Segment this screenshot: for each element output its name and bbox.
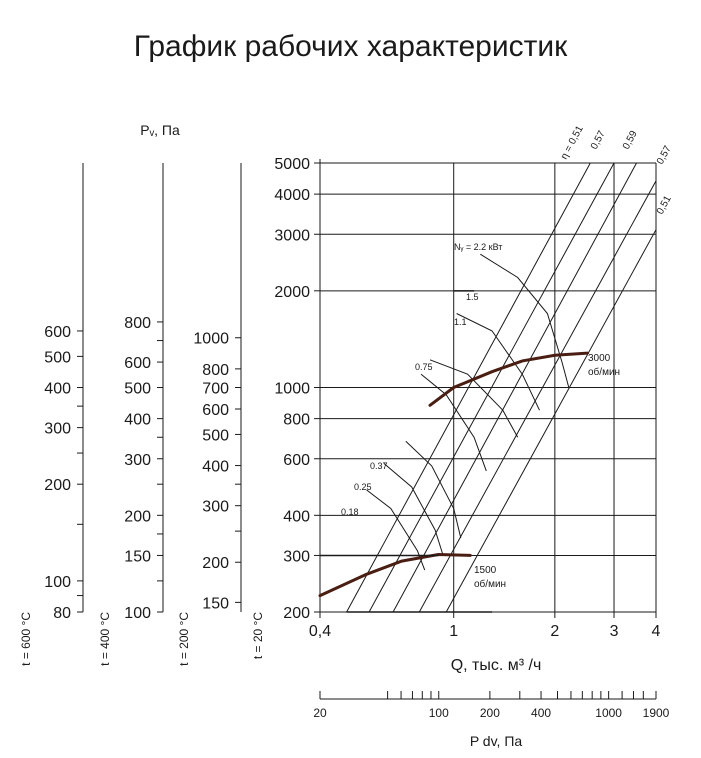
- pdv-tick-label: 400: [531, 706, 551, 720]
- power-label: 1.1: [454, 317, 467, 327]
- temp-scale-tick-label: 300: [124, 452, 151, 469]
- efficiency-label: 0,51: [655, 194, 674, 217]
- y-tick-label: 2000: [274, 284, 310, 301]
- fan-curves-layer: [318, 290, 589, 613]
- temp-scale-tick-label: 400: [44, 381, 71, 398]
- y-tick-label: 5000: [274, 156, 310, 173]
- pdv-tick-label: 1900: [643, 706, 670, 720]
- y-tick-label: 3000: [274, 227, 310, 244]
- temp-scale-tick-label: 700: [202, 381, 229, 398]
- y-tick-label: 400: [283, 508, 310, 525]
- labels-layer: 200 300 400 600 800 1000 2000 3000 4000 5000 0,4 1 2…: [19, 122, 674, 749]
- fan-curve-label: 3000: [588, 353, 611, 364]
- power-line: [456, 313, 540, 411]
- grid-layer: [77, 159, 657, 700]
- efficiency-line: [346, 162, 591, 613]
- temp-scale-tick-label: 500: [44, 349, 71, 366]
- temp-scale-label: t = 400 °C: [98, 612, 112, 666]
- temp-scale-label: t = 200 °C: [177, 612, 191, 666]
- power-line: [366, 489, 426, 571]
- chart-title: График рабочих характеристик: [133, 30, 568, 63]
- fan-curve-label: 1500: [474, 565, 497, 576]
- temp-scale-tick-label: 200: [124, 508, 151, 525]
- temp-scale-tick-label: 800: [124, 315, 151, 332]
- temp-scale-tick-label: 600: [202, 402, 229, 419]
- pdv-tick-label: 100: [429, 706, 449, 720]
- efficiency-label: η = 0,51: [559, 124, 586, 162]
- temp-scale-tick-label: 600: [44, 324, 71, 341]
- temp-scale-tick-label: 80: [53, 605, 71, 622]
- efficiency-line: [445, 229, 657, 613]
- temp-scale-tick-label: 200: [44, 477, 71, 494]
- temp-scale-tick-label: 100: [124, 605, 151, 622]
- temp-scale-tick-label: 150: [202, 595, 229, 612]
- power-label: 0.37: [370, 461, 388, 471]
- power-label: 0.18: [341, 507, 359, 517]
- x-tick-label: 4: [652, 623, 661, 640]
- y-tick-label: 600: [283, 452, 310, 469]
- temp-scale-label: t = 20 °C: [251, 612, 265, 659]
- efficiency-line: [418, 180, 657, 613]
- power-line: [420, 373, 487, 472]
- efficiency-label: 0,59: [621, 129, 640, 152]
- temp-scale-tick-label: 300: [44, 421, 71, 438]
- temp-scale-tick-label: 400: [124, 412, 151, 429]
- efficiency-line: [392, 162, 637, 613]
- power-line: [383, 463, 444, 556]
- fan-curve-label: об/мин: [474, 578, 506, 590]
- x-tick-label: 2: [550, 623, 559, 640]
- temp-scale-tick-label: 1000: [193, 331, 229, 348]
- fan-curve-3000: [428, 351, 589, 407]
- fan-curve-1500: [318, 552, 472, 598]
- efficiency-label: 0,57: [589, 129, 608, 152]
- temp-scale-tick-label: 100: [44, 574, 71, 591]
- x-tick-label: 0,4: [309, 623, 331, 640]
- y-tick-label: 300: [283, 548, 310, 565]
- x-axis-label: Q, тыс. м³ /ч: [451, 657, 542, 674]
- temp-scale-tick-label: 200: [202, 555, 229, 572]
- temp-scale-tick-label: 500: [124, 381, 151, 398]
- power-line: [480, 253, 570, 388]
- x-tick-label: 3: [610, 623, 619, 640]
- power-label: 0.75: [415, 362, 433, 372]
- temp-scale-tick-label: 600: [124, 355, 151, 372]
- y-tick-label: 800: [283, 412, 310, 429]
- power-label: 0.25: [354, 482, 372, 492]
- y-tick-label: 200: [283, 605, 310, 622]
- temp-scale-tick-label: 300: [202, 499, 229, 516]
- power-line: [429, 359, 519, 438]
- temp-scale-tick-label: 500: [202, 427, 229, 444]
- temp-scale-label: t = 600 °C: [19, 612, 33, 666]
- y-tick-label: 1000: [274, 381, 310, 398]
- temp-scale-tick-label: 400: [202, 459, 229, 476]
- efficiency-line: [368, 162, 615, 613]
- y-tick-label: 4000: [274, 187, 310, 204]
- temp-scale-tick-label: 800: [202, 362, 229, 379]
- x-tick-label: 1: [449, 623, 458, 640]
- efficiency-label: 0,57: [655, 144, 674, 167]
- power-label: Nᵧ = 2.2 кВт: [454, 242, 502, 252]
- pv-label: Pᵥ, Па: [140, 122, 180, 138]
- fan-curve-label: об/мин: [588, 366, 620, 378]
- temp-scale-tick-label: 150: [124, 548, 151, 565]
- power-label: 1.5: [466, 292, 479, 302]
- pdv-label: P dv, Па: [470, 733, 523, 749]
- power-line: [405, 440, 462, 539]
- pdv-tick-label: 1000: [595, 706, 622, 720]
- characteristic-lines-layer: [346, 162, 657, 613]
- pdv-tick-label: 200: [480, 706, 500, 720]
- pdv-tick-label: 20: [313, 706, 327, 720]
